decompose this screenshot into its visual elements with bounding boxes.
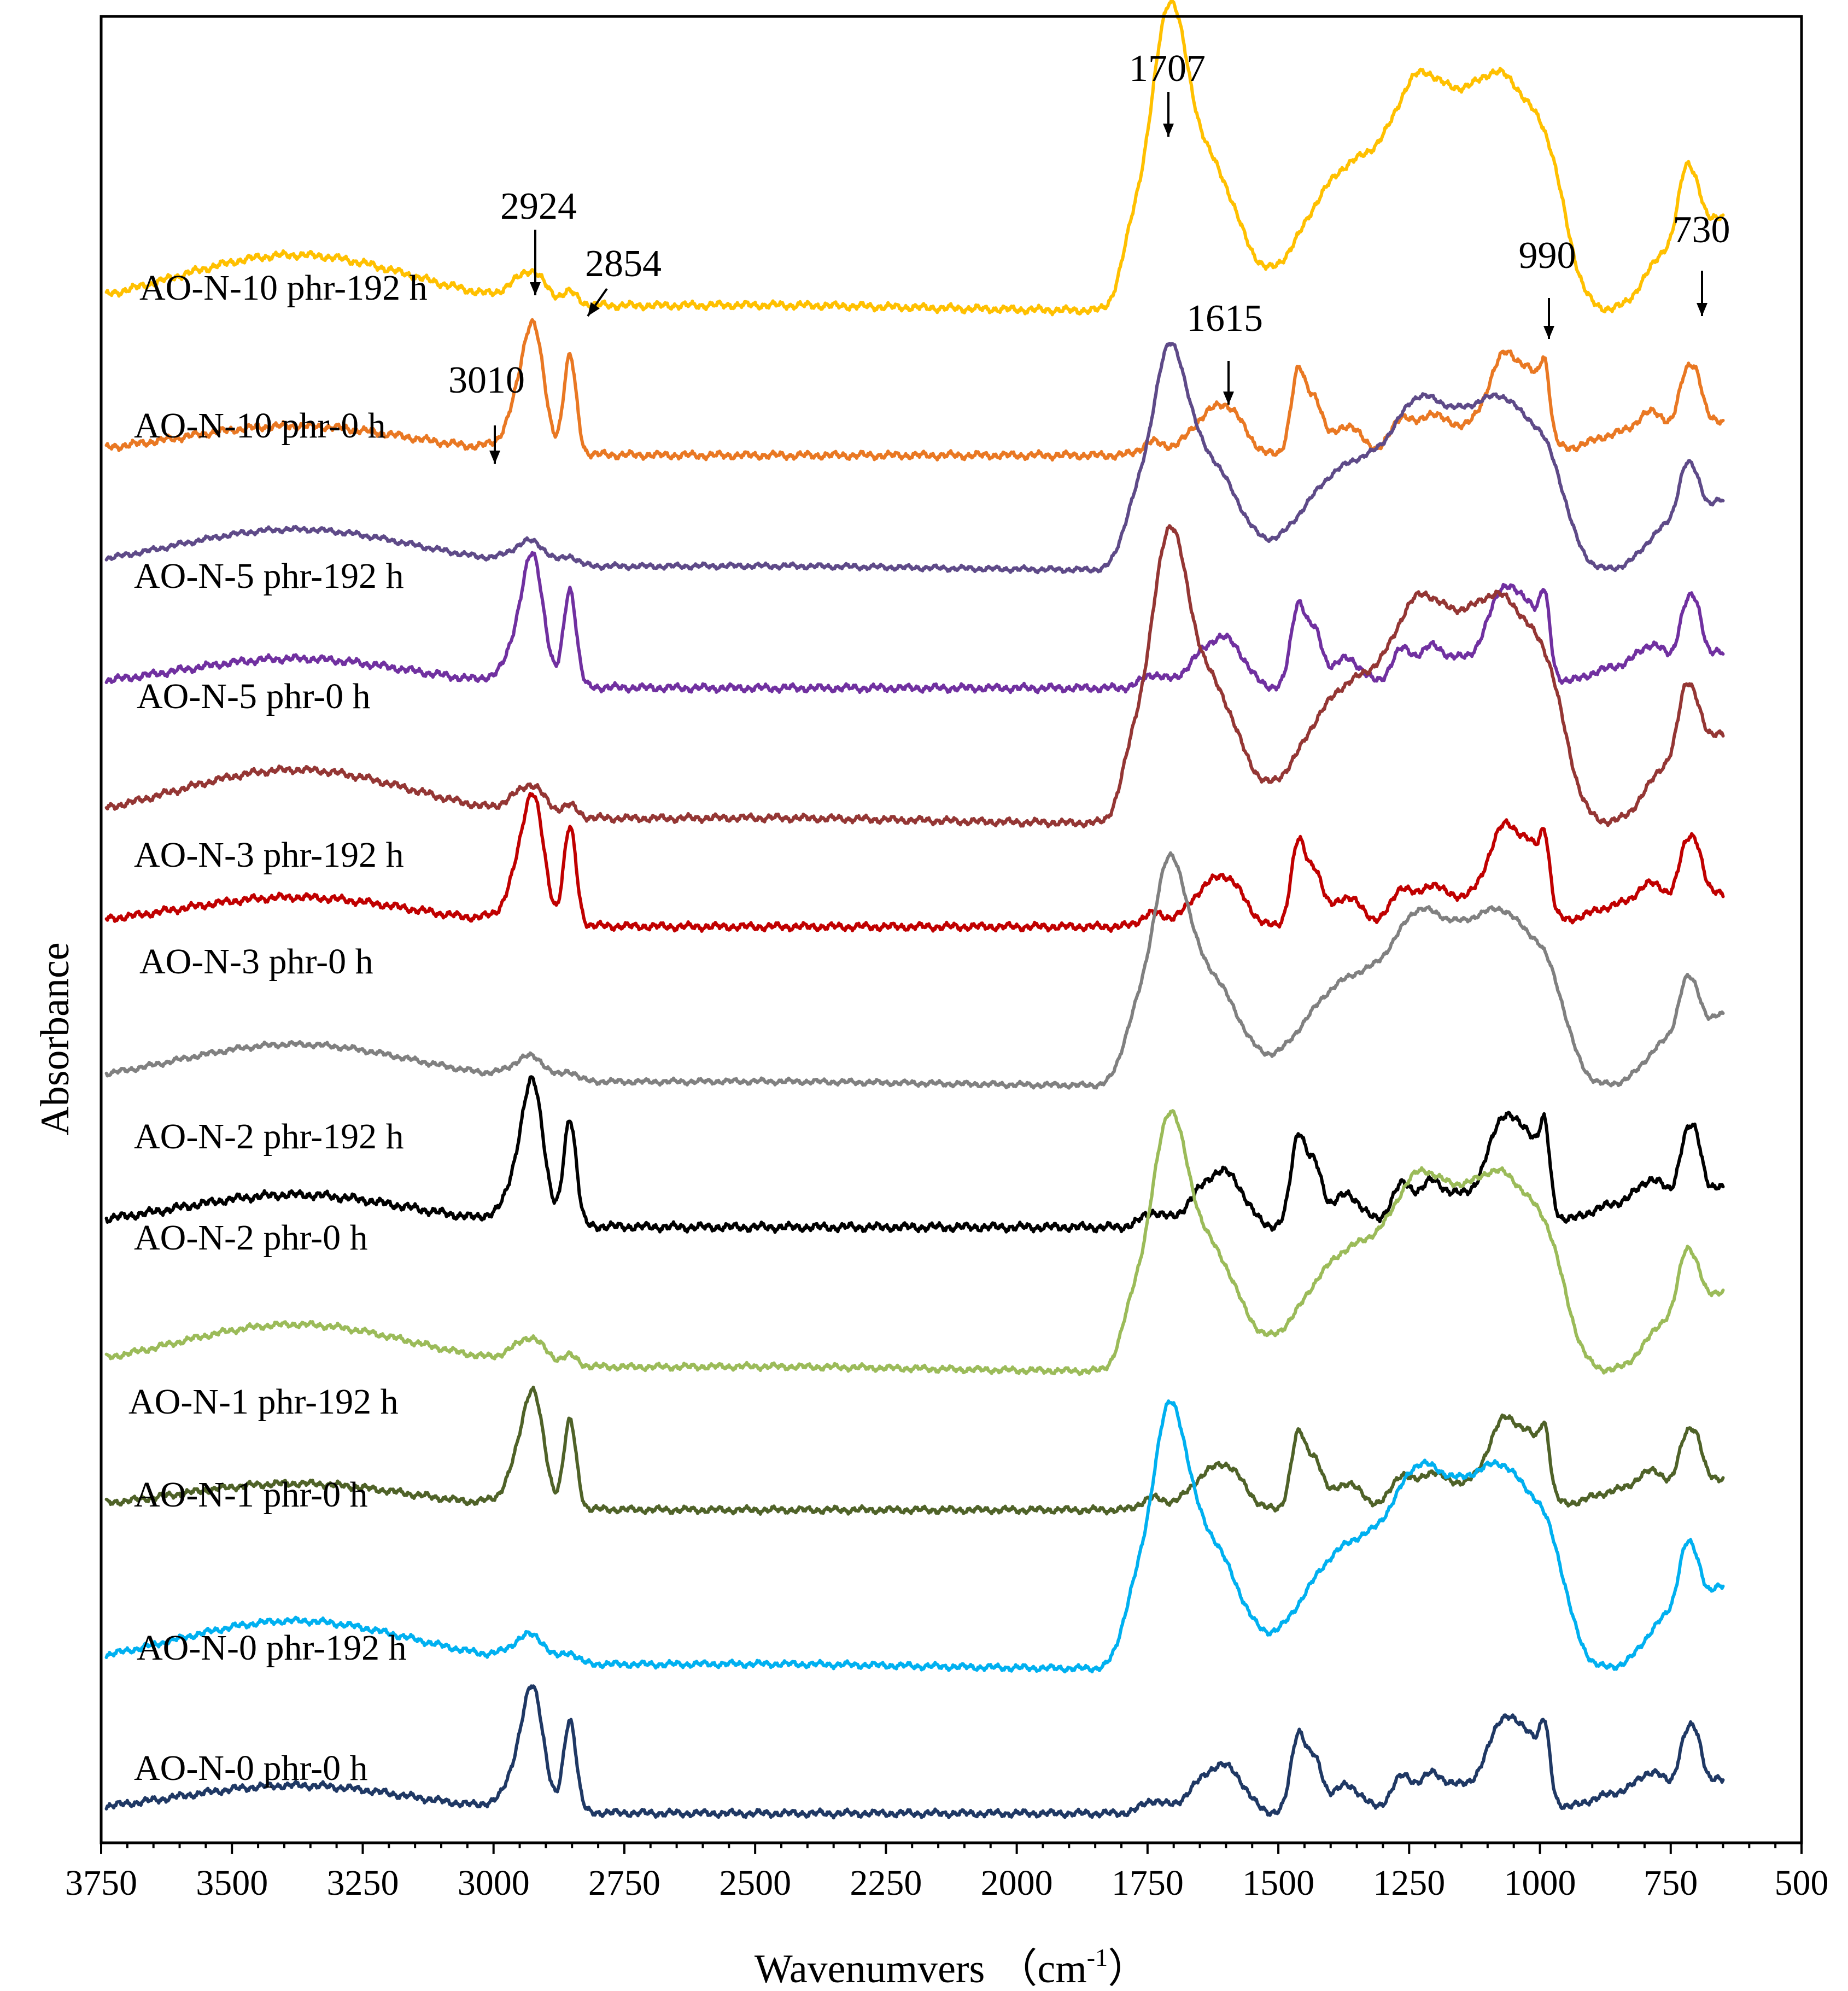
x-axis-title: Wavenumvers （cm-1） (755, 1943, 1148, 1991)
x-axis-title-unit-close: ） (1108, 1947, 1148, 1991)
x-tick-label-1250: 1250 (1373, 1863, 1445, 1903)
series-label-10: AO-N-0 phr-192 h (137, 1628, 407, 1668)
x-tick-label-1750: 1750 (1112, 1863, 1184, 1903)
series-line-9 (104, 1386, 1725, 1516)
series-line-8 (104, 1109, 1725, 1376)
series-label-7: AO-N-2 phr-0 h (134, 1218, 368, 1258)
series-line-5 (104, 792, 1725, 933)
peak-label-1615: 1615 (1186, 297, 1263, 340)
peak-label-2924: 2924 (500, 185, 577, 227)
x-axis-title-unit-sup: -1 (1087, 1943, 1108, 1971)
series-labels: AO-N-10 phr-192 h AO-N-10 phr-0 h AO-N-5 p… (128, 268, 428, 1788)
x-axis: 3750 3500 3250 3000 2750 2500 2250 2000 1750 1500… (65, 1843, 1829, 1903)
peak-arrowhead-3010 (489, 451, 500, 464)
x-axis-title-unit-open: （cm (997, 1947, 1086, 1991)
peak-label-990: 990 (1519, 235, 1576, 277)
peak-label-3010: 3010 (448, 359, 525, 401)
peak-label-730: 730 (1673, 209, 1730, 251)
x-tick-label-750: 750 (1644, 1863, 1698, 1903)
series-label-1: AO-N-10 phr-0 h (134, 406, 386, 446)
series-label-5: AO-N-3 phr-0 h (139, 942, 373, 982)
series-label-2: AO-N-5 phr-192 h (134, 556, 404, 596)
x-tick-label-2250: 2250 (850, 1863, 922, 1903)
series-line-1 (104, 318, 1725, 462)
series-label-11: AO-N-0 phr-0 h (134, 1748, 368, 1788)
x-tick-label-3750: 3750 (65, 1863, 137, 1903)
series-line-4 (104, 524, 1725, 828)
x-tick-label-3250: 3250 (326, 1863, 399, 1903)
x-tick-label-3500: 3500 (196, 1863, 268, 1903)
peak-arrowhead-730 (1697, 303, 1707, 316)
series-line-6 (104, 851, 1725, 1090)
x-axis-title-main: Wavenumvers (755, 1947, 985, 1991)
series-line-7 (104, 1075, 1725, 1234)
x-tick-label-1000: 1000 (1504, 1863, 1576, 1903)
x-tick-label-2750: 2750 (588, 1863, 660, 1903)
series-label-6: AO-N-2 phr-192 h (134, 1117, 404, 1157)
series-label-3: AO-N-5 phr-0 h (137, 676, 371, 716)
peak-arrowhead-1707 (1163, 124, 1174, 137)
plot-frame (100, 15, 1803, 1844)
peak-arrowhead-2924 (530, 282, 541, 295)
series-label-4: AO-N-3 phr-192 h (134, 835, 404, 875)
y-axis-title: Absorbance (33, 942, 78, 1135)
series-line-11 (104, 1684, 1725, 1820)
peak-label-1707: 1707 (1129, 48, 1206, 90)
series-line-10 (104, 1399, 1725, 1674)
series-label-8: AO-N-1 phr-192 h (128, 1382, 399, 1422)
x-tick-label-2500: 2500 (719, 1863, 791, 1903)
peak-arrowhead-2854 (588, 302, 600, 316)
x-tick-label-2000: 2000 (981, 1863, 1053, 1903)
series-line-2 (104, 342, 1725, 575)
series-line-3 (104, 551, 1725, 694)
x-tick-label-1500: 1500 (1242, 1863, 1314, 1903)
x-tick-label-3000: 3000 (458, 1863, 530, 1903)
series-line-0 (104, 0, 1725, 317)
peak-arrowhead-1615 (1223, 392, 1234, 405)
series-label-0: AO-N-10 phr-192 h (139, 268, 428, 308)
series-label-9: AO-N-1 phr-0 h (134, 1475, 368, 1515)
peak-label-2854: 2854 (585, 243, 662, 285)
series-curves (104, 0, 1725, 1820)
x-tick-label-500: 500 (1775, 1863, 1829, 1903)
peak-arrowhead-990 (1543, 326, 1554, 339)
